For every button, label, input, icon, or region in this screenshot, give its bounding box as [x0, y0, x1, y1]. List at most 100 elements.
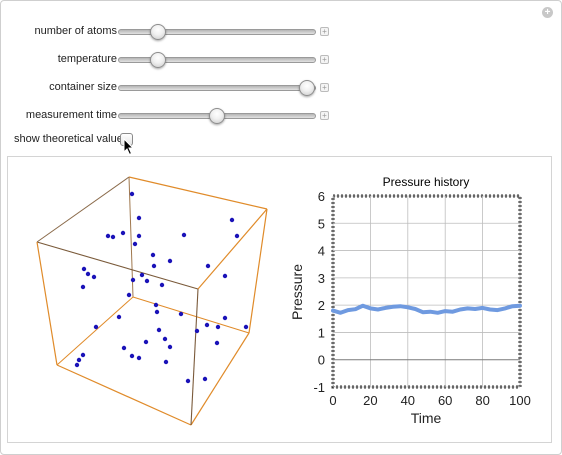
atom — [151, 253, 155, 257]
box-edge — [37, 242, 198, 289]
atoms — [75, 192, 248, 383]
slider-row-measurement-time: measurement time + — [1, 106, 341, 126]
slider-thumb[interactable] — [209, 108, 225, 124]
temperature-slider[interactable] — [118, 57, 316, 63]
y-tick-label: 3 — [318, 271, 325, 286]
y-tick-label: 6 — [318, 189, 325, 204]
atom — [131, 278, 135, 282]
atom — [77, 358, 81, 362]
slider-thumb[interactable] — [150, 24, 166, 40]
y-tick-label: 0 — [318, 353, 325, 368]
chart-title: Pressure history — [383, 175, 470, 189]
y-tick-label: 2 — [318, 298, 325, 313]
atom — [154, 303, 158, 307]
atom — [122, 346, 126, 350]
expand-plus-icon[interactable]: + — [320, 83, 329, 92]
output-panel: Pressure history -1 0 1 2 3 4 5 6 0 20 40 60 80 100 … — [7, 156, 552, 443]
slider-label: measurement time — [26, 109, 117, 121]
measurement-time-slider[interactable] — [118, 113, 316, 119]
expand-plus-icon[interactable]: + — [320, 27, 329, 36]
x-tick-labels: 0 20 40 60 80 100 — [329, 393, 530, 408]
atom — [137, 356, 141, 360]
atom — [130, 192, 134, 196]
atom — [216, 325, 220, 329]
atom — [230, 218, 234, 222]
atom — [186, 379, 190, 383]
atom — [137, 234, 141, 238]
box-edge — [57, 365, 191, 425]
box-edge — [191, 289, 198, 425]
expand-plus-icon[interactable]: + — [320, 111, 329, 120]
box-edge — [37, 177, 129, 242]
atom — [75, 363, 79, 367]
atom — [223, 274, 227, 278]
y-axis-label: Pressure — [289, 264, 305, 320]
atom — [160, 283, 164, 287]
number-of-atoms-slider[interactable] — [118, 29, 316, 35]
atom — [130, 354, 134, 358]
atom — [155, 310, 159, 314]
y-tick-label: 4 — [318, 244, 325, 259]
checkbox-label: show theoretical value — [14, 133, 123, 145]
options-plus-icon[interactable]: + — [542, 7, 553, 18]
atom — [140, 273, 144, 277]
slider-label: temperature — [58, 53, 117, 65]
container-size-slider[interactable] — [118, 85, 316, 91]
atom — [206, 264, 210, 268]
x-tick-label: 60 — [438, 393, 452, 408]
atom — [244, 325, 248, 329]
atom — [168, 259, 172, 263]
atom — [179, 312, 183, 316]
pressure-plot: Pressure history -10123456 0 20 40 60 80 100 … — [289, 175, 531, 426]
atom — [152, 264, 156, 268]
atom — [111, 235, 115, 239]
atom — [145, 279, 149, 283]
slider-thumb[interactable] — [299, 80, 315, 96]
atom — [215, 341, 219, 345]
x-tick-label: 20 — [363, 393, 377, 408]
box-edge — [37, 242, 57, 365]
atom — [121, 231, 125, 235]
atom — [106, 234, 110, 238]
box-edge — [133, 297, 249, 333]
atom — [117, 315, 121, 319]
atom — [164, 360, 168, 364]
plot-frame — [333, 196, 520, 387]
slider-thumb[interactable] — [150, 52, 166, 68]
atom — [127, 293, 131, 297]
atom — [81, 285, 85, 289]
atom — [223, 316, 227, 320]
box-edge — [129, 177, 267, 209]
slider-label: number of atoms — [34, 25, 117, 37]
atom — [163, 337, 167, 341]
container-box — [37, 177, 267, 425]
atom — [157, 328, 161, 332]
y-tick-label: 5 — [318, 216, 325, 231]
box-edge — [191, 333, 249, 425]
atom — [92, 275, 96, 279]
y-tick-labels: -1 0 1 2 3 4 5 6 — [313, 189, 325, 395]
atom — [195, 329, 199, 333]
atom — [86, 272, 90, 276]
atom — [203, 377, 207, 381]
slider-row-temperature: temperature + — [1, 50, 341, 70]
mouse-cursor-icon — [123, 138, 135, 156]
atom — [82, 267, 86, 271]
atom — [94, 325, 98, 329]
atom — [137, 216, 141, 220]
slider-row-number-of-atoms: number of atoms + — [1, 22, 341, 42]
slider-row-container-size: container size + — [1, 78, 341, 98]
atom — [133, 242, 137, 246]
x-tick-label: 40 — [401, 393, 415, 408]
x-axis-label: Time — [411, 410, 442, 426]
expand-plus-icon[interactable]: + — [320, 55, 329, 64]
atom — [81, 353, 85, 357]
atom — [168, 345, 172, 349]
atom — [144, 340, 148, 344]
atom — [205, 323, 209, 327]
y-tick-label: -1 — [313, 380, 325, 395]
y-tick-label: 1 — [318, 325, 325, 340]
x-tick-label: 0 — [329, 393, 336, 408]
atom — [182, 233, 186, 237]
